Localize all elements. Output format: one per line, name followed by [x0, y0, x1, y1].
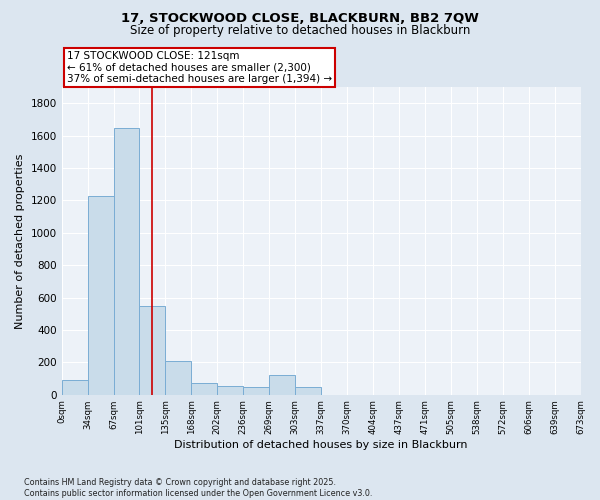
Text: Size of property relative to detached houses in Blackburn: Size of property relative to detached ho… — [130, 24, 470, 37]
Bar — [295, 386, 321, 394]
Bar — [88, 196, 113, 394]
X-axis label: Distribution of detached houses by size in Blackburn: Distribution of detached houses by size … — [175, 440, 468, 450]
Bar — [243, 386, 269, 394]
Bar — [217, 386, 243, 394]
Bar — [62, 380, 88, 394]
Bar — [191, 382, 217, 394]
Bar — [166, 360, 191, 394]
Bar — [269, 376, 295, 394]
Bar — [139, 306, 166, 394]
Text: 17 STOCKWOOD CLOSE: 121sqm
← 61% of detached houses are smaller (2,300)
37% of s: 17 STOCKWOOD CLOSE: 121sqm ← 61% of deta… — [67, 51, 332, 84]
Y-axis label: Number of detached properties: Number of detached properties — [15, 153, 25, 328]
Text: Contains HM Land Registry data © Crown copyright and database right 2025.
Contai: Contains HM Land Registry data © Crown c… — [24, 478, 373, 498]
Text: 17, STOCKWOOD CLOSE, BLACKBURN, BB2 7QW: 17, STOCKWOOD CLOSE, BLACKBURN, BB2 7QW — [121, 12, 479, 26]
Bar — [113, 128, 139, 394]
